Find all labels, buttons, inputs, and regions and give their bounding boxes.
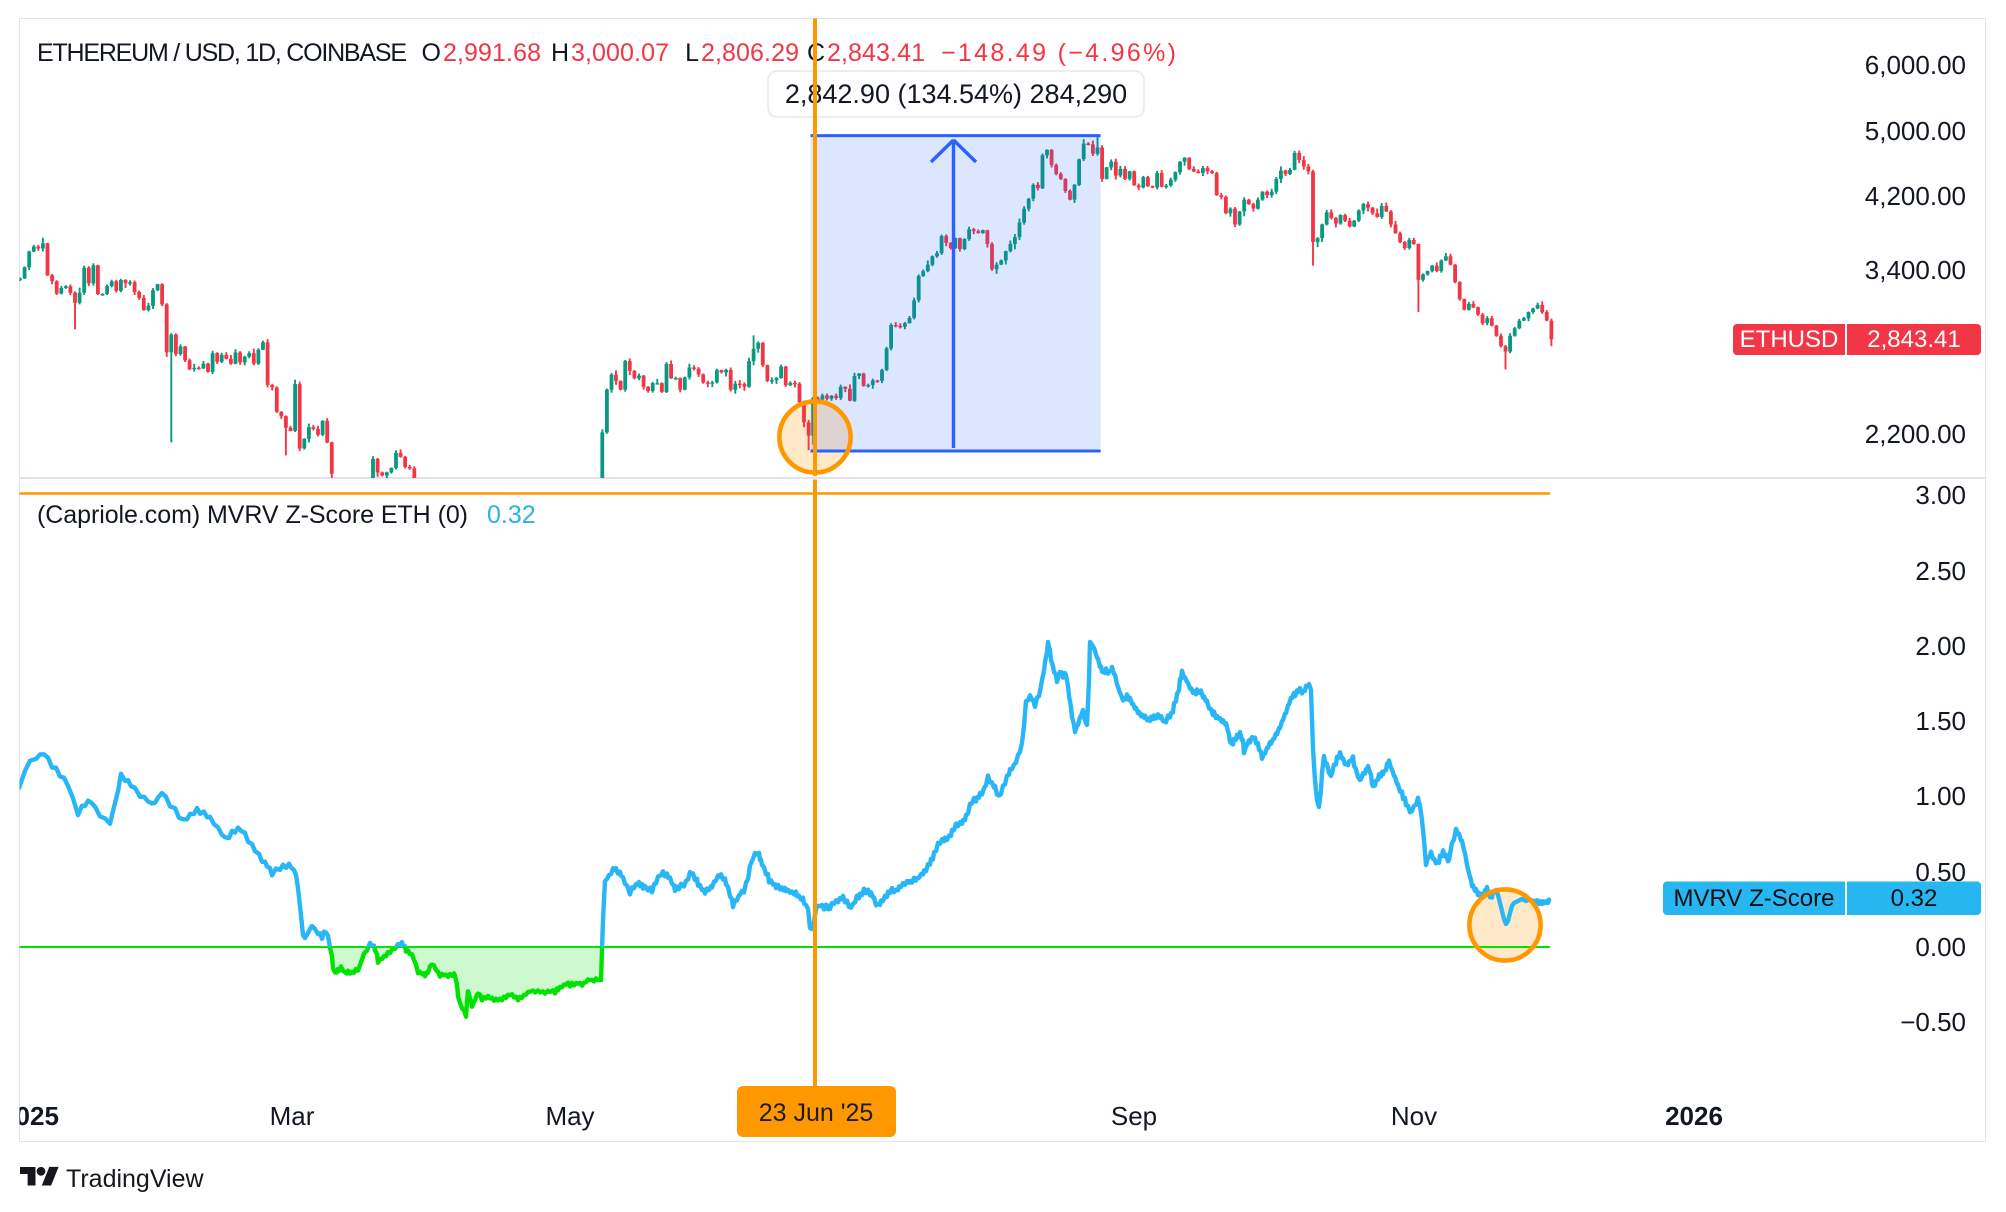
svg-text:(Capriole.com) MVRV Z-Score ET: (Capriole.com) MVRV Z-Score ETH (0) xyxy=(37,501,468,529)
svg-text:1.00: 1.00 xyxy=(1915,781,1966,811)
svg-text:Mar: Mar xyxy=(270,1101,315,1131)
svg-text:−0.50: −0.50 xyxy=(1900,1007,1966,1037)
svg-text:ETHUSD: ETHUSD xyxy=(1740,326,1839,353)
svg-text:L: L xyxy=(685,39,699,67)
svg-text:2,842.90 (134.54%) 284,290: 2,842.90 (134.54%) 284,290 xyxy=(785,79,1127,109)
svg-text:2025: 2025 xyxy=(1,1101,59,1131)
svg-text:2.50: 2.50 xyxy=(1915,556,1966,586)
svg-text:May: May xyxy=(545,1101,594,1131)
svg-text:23 Jun '25: 23 Jun '25 xyxy=(759,1099,874,1127)
svg-text:2026: 2026 xyxy=(1665,1101,1723,1131)
svg-text:−148.49 (−4.96%): −148.49 (−4.96%) xyxy=(941,39,1176,67)
svg-text:0.00: 0.00 xyxy=(1915,932,1966,962)
svg-text:2,991.68: 2,991.68 xyxy=(443,39,541,67)
svg-text:3.00: 3.00 xyxy=(1915,480,1966,510)
svg-text:ETHEREUM / USD, 1D, COINBASE: ETHEREUM / USD, 1D, COINBASE xyxy=(37,39,407,67)
svg-text:0.32: 0.32 xyxy=(1891,885,1938,912)
svg-text:1.50: 1.50 xyxy=(1915,706,1966,736)
svg-text:2,843.41: 2,843.41 xyxy=(827,39,925,67)
svg-text:2,843.41: 2,843.41 xyxy=(1867,326,1960,353)
svg-text:Sep: Sep xyxy=(1111,1101,1157,1131)
svg-text:2,200.00: 2,200.00 xyxy=(1865,419,1966,449)
svg-text:6,000.00: 6,000.00 xyxy=(1865,50,1966,80)
svg-text:0.32: 0.32 xyxy=(487,501,536,529)
svg-text:5,000.00: 5,000.00 xyxy=(1865,116,1966,146)
svg-text:2,806.29: 2,806.29 xyxy=(701,39,799,67)
svg-text:4,200.00: 4,200.00 xyxy=(1865,181,1966,211)
svg-text:3,400.00: 3,400.00 xyxy=(1865,255,1966,285)
svg-text:MVRV Z-Score: MVRV Z-Score xyxy=(1674,885,1835,912)
svg-text:TradingView: TradingView xyxy=(66,1165,205,1193)
svg-text:3,000.07: 3,000.07 xyxy=(571,39,669,67)
svg-text:H: H xyxy=(551,39,569,67)
svg-text:2.00: 2.00 xyxy=(1915,631,1966,661)
svg-text:O: O xyxy=(422,39,441,67)
svg-text:Nov: Nov xyxy=(1391,1101,1437,1131)
